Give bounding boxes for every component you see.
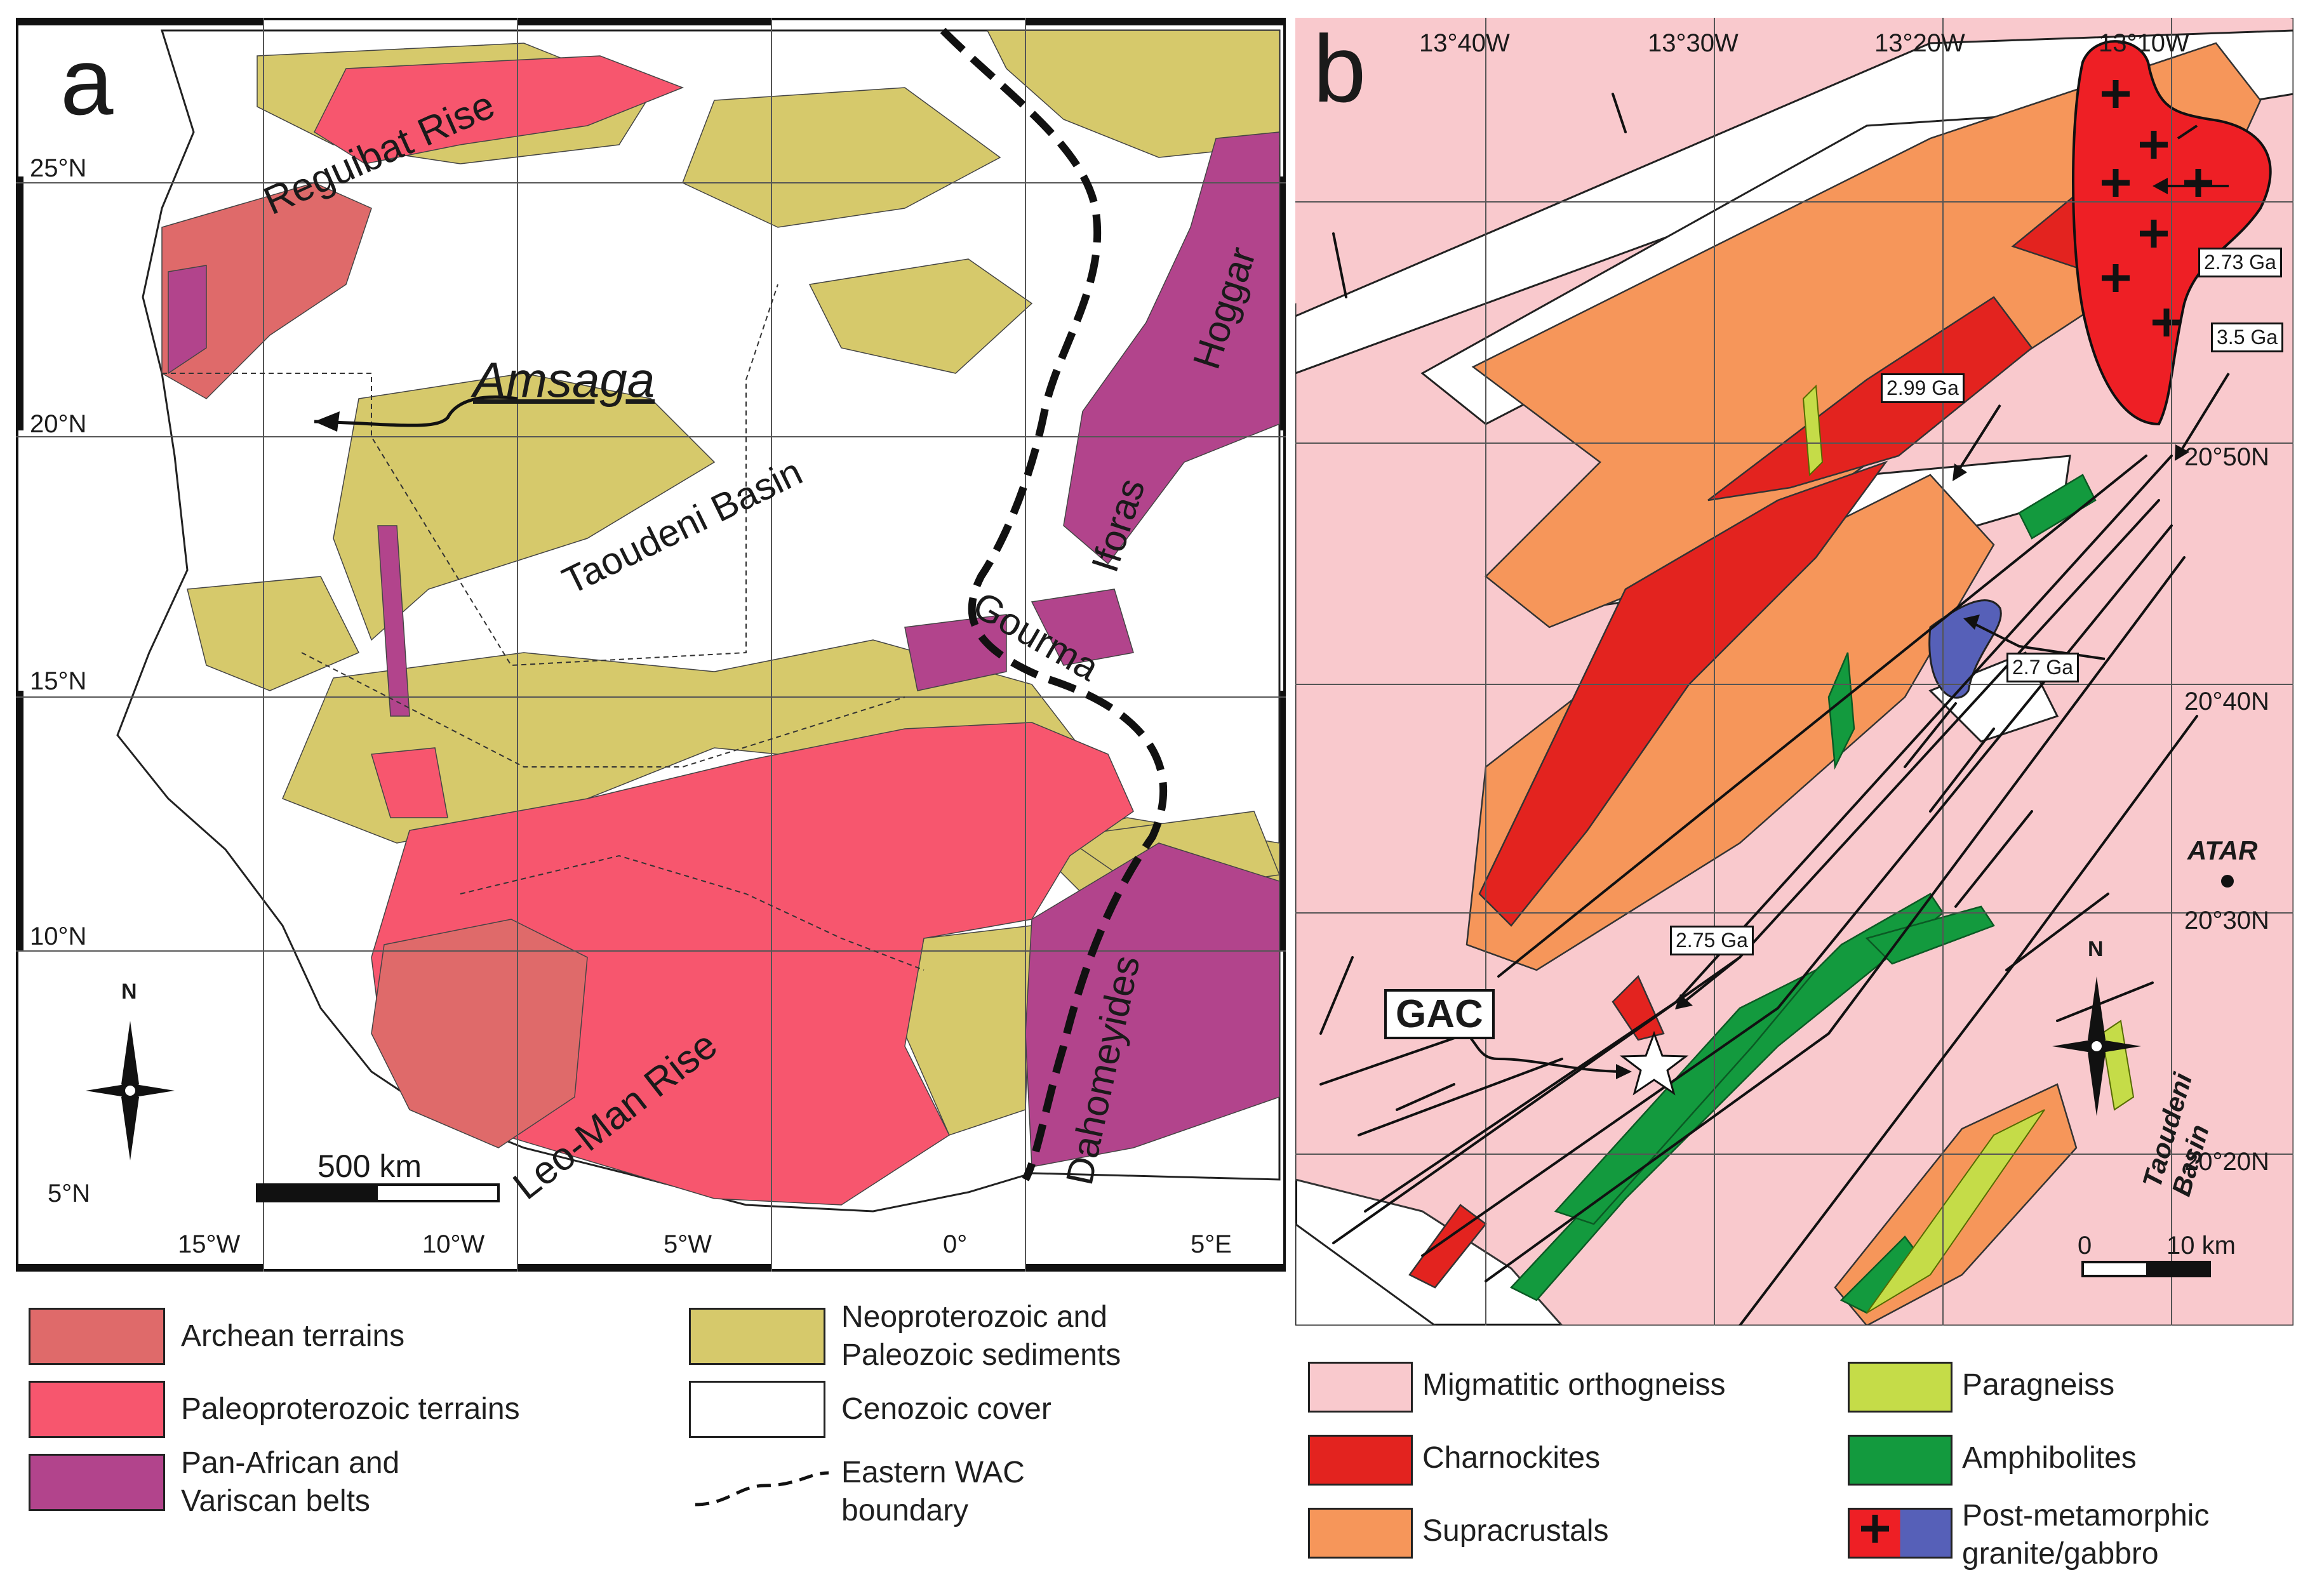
gac-label: GAC bbox=[1384, 989, 1495, 1039]
panel-b-letter: b bbox=[1313, 15, 1366, 122]
lon-label-13-30w: 13°30W bbox=[1648, 29, 1739, 57]
panel-a-letter: a bbox=[60, 28, 114, 135]
lat-label-20-30n: 20°30N bbox=[2184, 907, 2269, 934]
legend-archean: Archean terrains bbox=[181, 1319, 405, 1353]
lon-label-13-10w: 13°10W bbox=[2099, 29, 2189, 57]
lat-label-20n: 20°N bbox=[30, 410, 87, 438]
legend-cenozoic: Cenozoic cover bbox=[841, 1392, 1051, 1426]
legend-panel-b: Migmatitic orthogneiss Charnockites Supr… bbox=[1295, 1346, 2293, 1593]
legend-amphibolites: Amphibolites bbox=[1962, 1441, 2137, 1475]
age-label-2-73: 2.73 Ga bbox=[2198, 248, 2282, 277]
legend-sediments: Neoproterozoic and Paleozoic sediments bbox=[841, 1300, 1121, 1372]
legend-panel-a: Archean terrains Paleoproterozoic terrai… bbox=[16, 1295, 1286, 1593]
legend-orthogneiss: Migmatitic orthogneiss bbox=[1422, 1368, 1726, 1402]
panel-b-map: b 13°40W 13°30W 13°20W 13°10W 20°50N 20°… bbox=[1295, 18, 2293, 1326]
scale-zero-b: 0 bbox=[2078, 1232, 2092, 1260]
lat-label-5n: 5°N bbox=[48, 1180, 91, 1207]
label-amsaga: Amsaga bbox=[473, 352, 655, 408]
age-label-2-7: 2.7 Ga bbox=[2006, 653, 2079, 682]
swatch-pan-african bbox=[29, 1454, 165, 1511]
lat-label-25n: 25°N bbox=[30, 154, 87, 182]
lon-label-13-20w: 13°20W bbox=[1874, 29, 1965, 57]
age-label-2-75: 2.75 Ga bbox=[1670, 926, 1754, 955]
legend-paleoproterozoic: Paleoproterozoic terrains bbox=[181, 1392, 520, 1426]
eastern-wac-boundary bbox=[940, 27, 1168, 1181]
panel-a-map: a 25°N 20°N 15°N 10°N 5°N 15°W 10°W 5°W … bbox=[16, 18, 1286, 1272]
legend-granite-gabbro: Post-metamorphic granite/gabbro bbox=[1962, 1499, 2210, 1571]
scale-label: 500 km bbox=[317, 1148, 422, 1184]
north-arrow-icon bbox=[86, 1021, 175, 1160]
north-label-b: N bbox=[2088, 937, 2104, 961]
lat-label-20-20n: 20°20N bbox=[2184, 1148, 2269, 1176]
scale-bar bbox=[256, 1183, 500, 1202]
swatch-wac-boundary bbox=[695, 1471, 829, 1506]
lat-label-10n: 10°N bbox=[30, 922, 87, 950]
swatch-granite-gabbro bbox=[1848, 1508, 1953, 1559]
age-label-2-99: 2.99 Ga bbox=[1881, 373, 1965, 403]
lat-label-20-40n: 20°40N bbox=[2184, 688, 2269, 715]
legend-wac-boundary: Eastern WAC boundary bbox=[841, 1456, 1025, 1527]
swatch-paleoproterozoic bbox=[29, 1381, 165, 1438]
atar-label: ATAR bbox=[2187, 835, 2258, 865]
lon-label-13-40w: 13°40W bbox=[1419, 29, 1510, 57]
atar-marker bbox=[2221, 875, 2234, 888]
gac-star-icon bbox=[1619, 1030, 1689, 1096]
north-arrow-icon-b bbox=[2052, 976, 2141, 1116]
age-label-3-5: 3.5 Ga bbox=[2211, 323, 2284, 352]
swatch-supracrustals bbox=[1308, 1508, 1413, 1559]
lon-label-0: 0° bbox=[943, 1230, 968, 1258]
legend-paragneiss: Paragneiss bbox=[1962, 1368, 2115, 1402]
legend-charnockites: Charnockites bbox=[1422, 1441, 1601, 1475]
lat-label-15n: 15°N bbox=[30, 667, 87, 695]
swatch-sediments bbox=[689, 1308, 825, 1365]
swatch-archean bbox=[29, 1308, 165, 1365]
swatch-cenozoic bbox=[689, 1381, 825, 1438]
swatch-orthogneiss bbox=[1308, 1362, 1413, 1413]
gabbro-body bbox=[1928, 599, 2002, 699]
lon-label-5w: 5°W bbox=[664, 1230, 712, 1258]
swatch-paragneiss bbox=[1848, 1362, 1953, 1413]
lon-label-15w: 15°W bbox=[178, 1230, 241, 1258]
lat-label-20-50n: 20°50N bbox=[2184, 443, 2269, 471]
legend-pan-african: Pan-African and Variscan belts bbox=[181, 1446, 400, 1518]
lon-label-5e: 5°E bbox=[1191, 1230, 1232, 1258]
legend-supracrustals: Supracrustals bbox=[1422, 1514, 1609, 1548]
swatch-amphibolites bbox=[1848, 1435, 1953, 1486]
scale-bar-b bbox=[2081, 1261, 2211, 1277]
swatch-charnockites bbox=[1308, 1435, 1413, 1486]
north-label: N bbox=[121, 980, 137, 1004]
scale-label-b: 10 km bbox=[2166, 1232, 2236, 1260]
lon-label-10w: 10°W bbox=[422, 1230, 485, 1258]
